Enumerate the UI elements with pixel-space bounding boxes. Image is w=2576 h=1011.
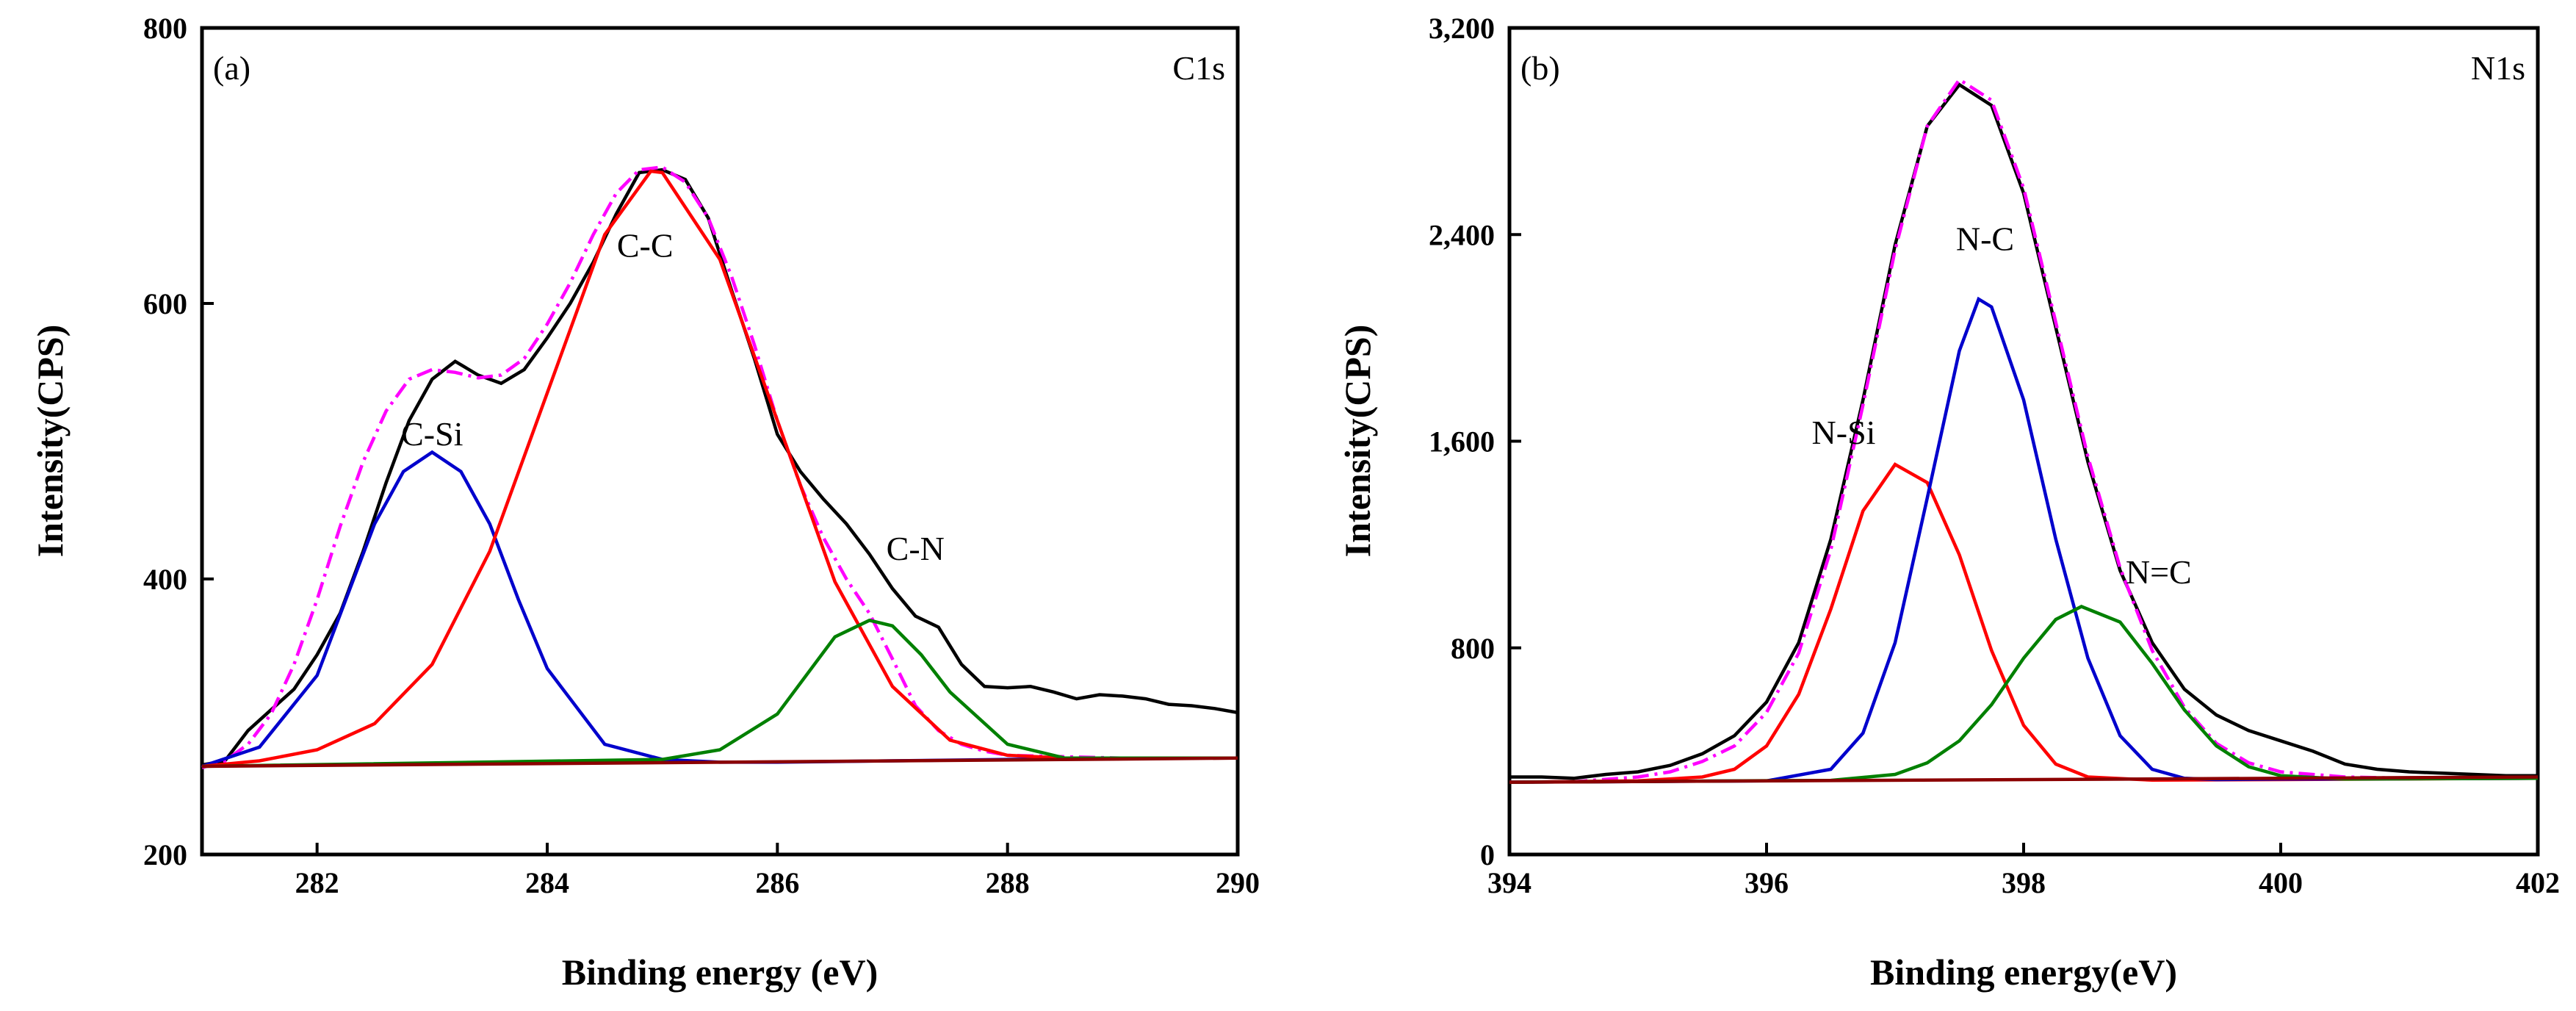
panel-c1s: C-Si C-C C-N 282 284 286 288 290 200 400 600 800 (… (29, 12, 1260, 993)
panel-n1s-peak-label-n-c: N-C (1956, 220, 2014, 257)
panel-c1s-label: (a) (213, 49, 250, 87)
panel-n1s-series-n-si-line (1509, 462, 2539, 784)
panel-c1s-plot-frame (200, 26, 1240, 857)
panel-c1s-x-tick-label-288: 288 (986, 866, 1030, 899)
panel-c1s-y-tick-label-800: 800 (143, 12, 187, 45)
panel-c1s-series-experimental-line (201, 168, 1238, 767)
panel-n1s-x-tick-label-398: 398 (2002, 866, 2046, 899)
panel-c1s-x-axis-label: Binding energy (eV) (562, 951, 878, 993)
panel-c1s-series-c-si-line (201, 450, 1238, 769)
panel-n1s-plot-frame (1507, 26, 2540, 857)
panel-c1s-y-tick-label-400: 400 (143, 563, 187, 596)
panel-c1s-series: C-Si C-C C-N (201, 165, 1238, 770)
panel-c1s-y-tick-label-200: 200 (143, 838, 187, 871)
panel-n1s-series: N-Si N-C N=C (1509, 77, 2539, 784)
panel-n1s-peak-label-n-c: N=C (2126, 553, 2192, 591)
panel-n1s-y-tick-label-0: 0 (1480, 838, 1495, 871)
panel-n1s-x-tick-label-394: 394 (1487, 866, 1531, 899)
panel-c1s-series-c-n-line (201, 618, 1238, 769)
panel-c1s-x-tick-label-286: 286 (755, 866, 799, 899)
panel-n1s-x-tick-label-396: 396 (1745, 866, 1789, 899)
panel-n1s-series-n-c-line (1509, 296, 2539, 784)
panel-n1s-x-tick-label-400: 400 (2259, 866, 2303, 899)
panel-n1s-series-n-c-line (1509, 605, 2539, 784)
panel-n1s-y-tick-label-800: 800 (1451, 632, 1495, 665)
panel-c1s-series-fit-envelope-line (201, 165, 1238, 770)
panel-c1s-y-tick-label-600: 600 (143, 287, 187, 320)
panel-n1s-peak-label-n-si: N-Si (1812, 414, 1876, 451)
panel-n1s-series-fit-envelope-line (1509, 77, 2538, 784)
panel-c1s-series-background-line (201, 756, 1238, 769)
panel-c1s-peak-label-c-n: C-N (887, 530, 945, 567)
panel-c1s-y-axis-label: Intensity(CPS) (29, 325, 71, 558)
panel-c1s-x-tick-label-282: 282 (295, 866, 339, 899)
panel-c1s-peak-label-c-si: C-Si (401, 415, 463, 453)
panel-n1s-title: N1s (2471, 49, 2525, 87)
panel-c1s-x-tick-label-290: 290 (1216, 866, 1260, 899)
panel-c1s-x-tick-label-284: 284 (525, 866, 569, 899)
panel-n1s-series-background-line (1509, 775, 2539, 784)
panel-n1s-y-tick-label-2400: 2,400 (1429, 218, 1495, 251)
panel-n1s-series-experimental-line (1509, 82, 2538, 780)
panel-n1s-label: (b) (1520, 49, 1560, 87)
panel-n1s-y-tick-label-3200: 3,200 (1429, 12, 1495, 45)
panel-c1s-series-c-c-line (201, 169, 1238, 769)
panel-c1s-title: C1s (1172, 49, 1225, 87)
panel-n1s-y-tick-label-1600: 1,600 (1429, 425, 1495, 458)
panel-n1s-x-tick-label-402: 402 (2516, 866, 2560, 899)
panel-n1s-ticks: 394 396 398 400 402 0 800 1,600 2,400 3,200 (1429, 12, 2560, 899)
panel-c1s-peak-label-c-c: C-C (617, 226, 674, 264)
panel-c1s-ticks: 282 284 286 288 290 200 400 600 800 (143, 12, 1260, 899)
panel-n1s-x-axis-label: Binding energy(eV) (1870, 951, 2177, 993)
panel-n1s: N-Si N-C N=C 394 396 398 400 402 0 800 1,600 2,400… (1337, 12, 2560, 993)
panel-n1s-y-axis-label: Intensity(CPS) (1337, 325, 1378, 558)
